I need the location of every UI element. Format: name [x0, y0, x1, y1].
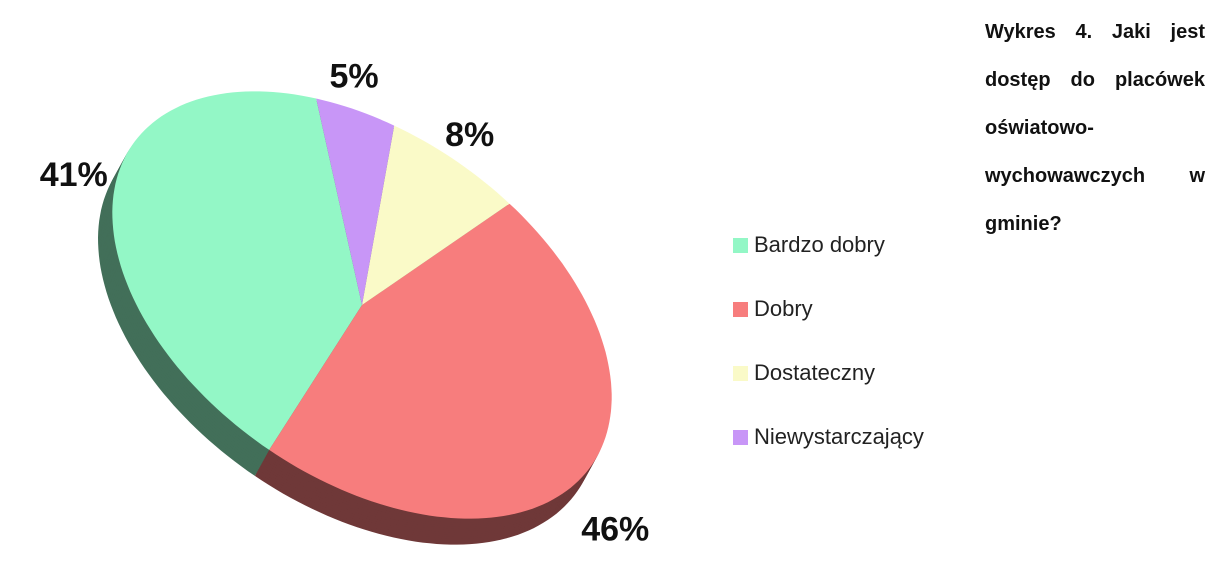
slice — [316, 98, 395, 305]
legend-swatch — [733, 430, 748, 445]
data-label: 46% — [581, 511, 649, 549]
data-label: 41% — [40, 156, 108, 194]
legend-label: Dobry — [754, 296, 813, 321]
legend-label: Bardzo dobry — [754, 232, 885, 257]
data-label: 8% — [445, 116, 494, 154]
legend-label: Dostateczny — [754, 360, 875, 385]
legend-swatch — [733, 238, 748, 253]
legend-swatch — [733, 366, 748, 381]
legend-label: Niewystarczający — [754, 424, 924, 449]
slice — [269, 203, 612, 519]
slice — [362, 125, 510, 305]
data-label: 5% — [329, 57, 378, 95]
slice — [112, 91, 362, 450]
chart-title: Wykres 4. Jaki jest dostęp do placówek o… — [985, 21, 1205, 235]
legend-swatch — [733, 302, 748, 317]
